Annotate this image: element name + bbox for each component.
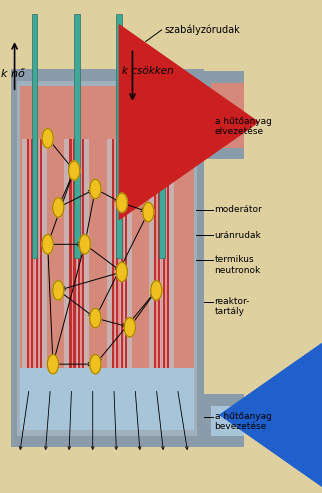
Circle shape <box>90 309 101 328</box>
Circle shape <box>53 198 64 217</box>
Bar <box>154 139 156 368</box>
Bar <box>17 81 20 436</box>
Bar <box>36 139 38 368</box>
Bar <box>29 139 31 368</box>
Circle shape <box>47 354 59 374</box>
Bar <box>211 406 244 436</box>
Bar <box>107 139 132 368</box>
Text: a hűtőanyag
bevezetése: a hűtőanyag bevezetése <box>214 412 271 431</box>
Bar <box>165 139 166 368</box>
Text: uránrudak: uránrudak <box>214 231 261 240</box>
Bar <box>156 139 158 368</box>
Bar <box>194 81 197 436</box>
Bar <box>114 139 115 368</box>
Bar <box>167 139 169 368</box>
Bar <box>31 139 33 368</box>
Bar <box>161 139 162 368</box>
Circle shape <box>79 235 90 254</box>
Bar <box>71 139 73 368</box>
Bar <box>22 139 47 368</box>
Bar <box>76 139 77 368</box>
Circle shape <box>90 179 101 199</box>
Bar <box>211 83 244 147</box>
Text: k nő: k nő <box>1 69 25 79</box>
Bar <box>80 139 82 368</box>
Bar <box>64 139 90 368</box>
Bar <box>20 139 194 368</box>
Bar <box>40 139 42 368</box>
Bar <box>120 139 123 368</box>
Bar <box>70 139 71 368</box>
Bar <box>112 139 114 368</box>
Bar <box>163 139 165 368</box>
Circle shape <box>116 193 128 212</box>
Bar <box>73 139 75 368</box>
Text: k csökken: k csökken <box>122 67 174 76</box>
Circle shape <box>124 317 135 337</box>
Bar <box>17 430 197 436</box>
Bar <box>17 81 197 436</box>
Bar <box>27 139 29 368</box>
Bar <box>125 139 127 368</box>
Bar <box>17 81 197 86</box>
Circle shape <box>42 235 53 254</box>
Bar <box>32 14 37 258</box>
Bar <box>116 14 122 258</box>
Bar <box>38 139 39 368</box>
Bar <box>20 86 194 139</box>
Bar <box>33 139 35 368</box>
Bar <box>82 139 84 368</box>
Circle shape <box>151 281 162 300</box>
Bar <box>123 139 124 368</box>
Text: moderátor: moderátor <box>214 205 262 214</box>
Bar <box>116 139 118 368</box>
Circle shape <box>53 281 64 300</box>
Circle shape <box>116 262 128 282</box>
Circle shape <box>143 202 154 222</box>
Circle shape <box>69 161 80 180</box>
Text: reaktor-
tartály: reaktor- tartály <box>214 297 250 316</box>
Circle shape <box>90 354 101 374</box>
Bar <box>74 14 80 258</box>
Bar <box>20 368 194 430</box>
Text: szabályzórudak: szabályzórudak <box>164 25 240 35</box>
Bar <box>149 139 174 368</box>
Circle shape <box>42 129 53 148</box>
Bar <box>158 139 160 368</box>
Bar <box>204 71 244 159</box>
Bar <box>118 139 120 368</box>
Bar <box>204 394 244 447</box>
Bar <box>159 58 165 258</box>
Text: termikus
neutronok: termikus neutronok <box>214 255 261 275</box>
Bar <box>78 139 80 368</box>
Text: a hűtőanyag
elvezetése: a hűtőanyag elvezetése <box>214 117 271 137</box>
Bar <box>11 69 204 447</box>
Bar <box>204 71 244 83</box>
